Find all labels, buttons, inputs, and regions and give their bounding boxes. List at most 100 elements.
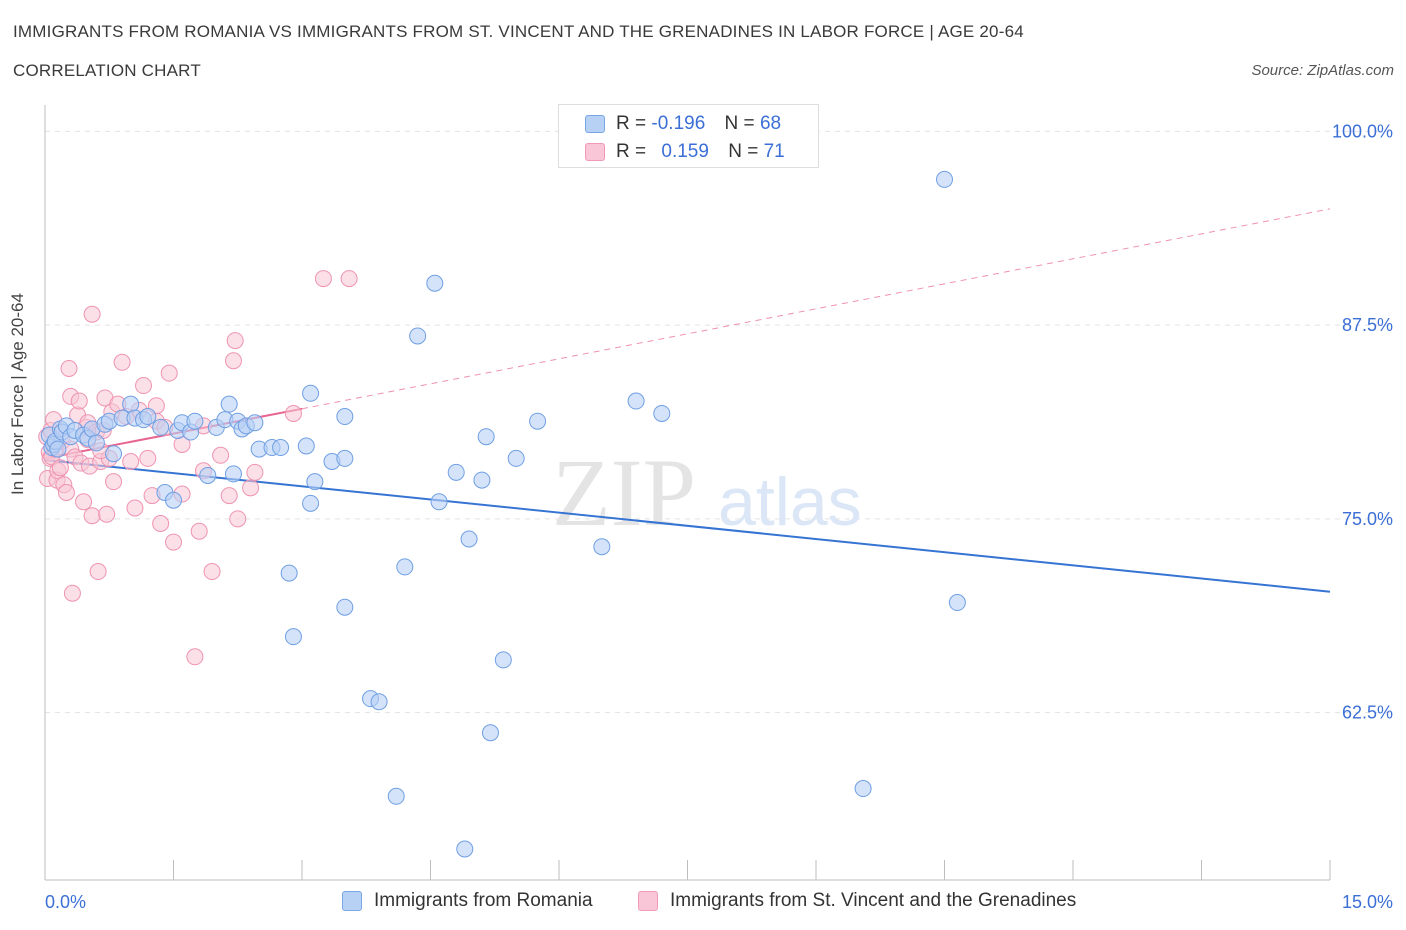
point-romania xyxy=(948,594,966,612)
point-romania xyxy=(336,408,354,426)
source-label: Source: ZipAtlas.com xyxy=(1251,62,1394,79)
point-romania xyxy=(481,724,499,742)
legend-n-label: N = xyxy=(728,141,759,162)
point-romania xyxy=(409,327,427,345)
point-stvincent xyxy=(226,332,244,350)
legend-swatch-pink xyxy=(585,143,605,161)
point-romania xyxy=(456,840,474,858)
point-stvincent xyxy=(229,510,247,528)
point-romania xyxy=(272,439,290,457)
point-romania xyxy=(387,787,405,805)
point-romania xyxy=(302,494,320,512)
legend-n-value-romania: 68 xyxy=(759,113,782,134)
point-romania xyxy=(426,274,444,292)
point-stvincent xyxy=(165,533,182,551)
point-romania xyxy=(220,395,238,413)
point-stvincent xyxy=(246,463,264,481)
point-stvincent xyxy=(340,270,358,288)
legend-n-value-stvincent: 71 xyxy=(763,141,785,162)
point-stvincent xyxy=(160,364,178,382)
y-axis-label: In Labor Force | Age 20-64 xyxy=(8,293,27,495)
x-tick-label-max: 15.0% xyxy=(1342,892,1393,912)
trend-line-romania xyxy=(44,458,1331,593)
point-romania xyxy=(627,392,645,410)
point-stvincent xyxy=(70,392,88,410)
point-romania xyxy=(49,440,67,458)
point-romania xyxy=(336,449,354,467)
point-stvincent xyxy=(190,522,208,540)
point-romania xyxy=(494,651,512,669)
point-romania xyxy=(186,412,204,430)
point-stvincent xyxy=(122,453,140,470)
point-romania xyxy=(529,412,547,430)
point-romania xyxy=(246,414,264,432)
bottom-legend-label-stvincent: Immigrants from St. Vincent and the Gren… xyxy=(670,890,1077,911)
y-tick-label-0: 62.5% xyxy=(1342,703,1393,723)
point-stvincent xyxy=(220,487,238,505)
point-stvincent xyxy=(113,353,131,371)
trend-line-stvincent-extension xyxy=(301,208,1331,410)
series-pink-points xyxy=(38,270,358,666)
stats-legend: R = -0.196 N = 68 R = 0.159 N = 71 xyxy=(558,104,819,168)
x-tick-label-min: 0.0% xyxy=(45,892,86,912)
point-stvincent xyxy=(83,507,101,525)
watermark-atlas: atlas xyxy=(718,464,862,540)
point-stvincent xyxy=(105,473,123,491)
point-romania xyxy=(507,449,525,467)
point-romania xyxy=(280,564,298,582)
point-stvincent xyxy=(314,270,332,288)
point-romania xyxy=(297,437,315,455)
point-stvincent xyxy=(152,515,170,532)
point-stvincent xyxy=(242,479,260,497)
axes xyxy=(44,105,1331,881)
bottom-legend-swatch-blue xyxy=(342,891,362,911)
point-stvincent xyxy=(224,352,242,370)
point-stvincent xyxy=(284,404,302,422)
point-romania xyxy=(306,473,324,491)
point-romania xyxy=(396,558,414,576)
watermark: ZIP atlas xyxy=(552,439,862,546)
watermark-zip: ZIP xyxy=(552,439,696,546)
point-romania xyxy=(430,493,448,511)
point-stvincent xyxy=(89,563,107,581)
point-romania xyxy=(224,465,242,483)
point-stvincent xyxy=(63,584,81,602)
point-romania xyxy=(460,530,478,548)
point-romania xyxy=(370,693,388,711)
point-stvincent xyxy=(83,305,101,323)
point-romania xyxy=(473,471,491,489)
point-romania xyxy=(854,780,872,798)
legend-r-value-romania: -0.196 xyxy=(651,113,706,134)
point-romania xyxy=(105,445,123,463)
point-romania xyxy=(593,538,611,556)
point-stvincent xyxy=(57,484,75,501)
point-stvincent xyxy=(139,449,157,467)
series-blue-points xyxy=(40,170,966,858)
point-romania xyxy=(199,466,217,484)
point-stvincent xyxy=(60,360,78,377)
bottom-legend-swatch-pink xyxy=(638,891,658,911)
point-romania xyxy=(336,598,354,616)
y-tick-label-2: 87.5% xyxy=(1342,315,1393,335)
point-romania xyxy=(87,434,105,452)
point-romania xyxy=(152,418,170,436)
point-stvincent xyxy=(135,377,153,395)
bottom-legend-label-romania: Immigrants from Romania xyxy=(374,890,593,911)
point-romania xyxy=(302,384,320,402)
point-romania xyxy=(477,428,495,446)
point-stvincent xyxy=(51,459,69,477)
chart-subtitle: CORRELATION CHART xyxy=(13,61,201,80)
point-stvincent xyxy=(186,648,204,666)
y-tick-label-3: 100.0% xyxy=(1332,121,1393,141)
legend-r-label: R = xyxy=(616,141,647,162)
point-stvincent xyxy=(75,493,93,511)
legend-r-value-stvincent: 0.159 xyxy=(661,141,709,162)
point-romania xyxy=(447,463,465,481)
y-tick-label-1: 75.0% xyxy=(1342,509,1393,529)
point-romania xyxy=(165,491,182,509)
point-romania xyxy=(284,628,302,646)
point-stvincent xyxy=(212,446,230,464)
point-stvincent xyxy=(126,499,144,517)
point-romania xyxy=(653,404,671,422)
